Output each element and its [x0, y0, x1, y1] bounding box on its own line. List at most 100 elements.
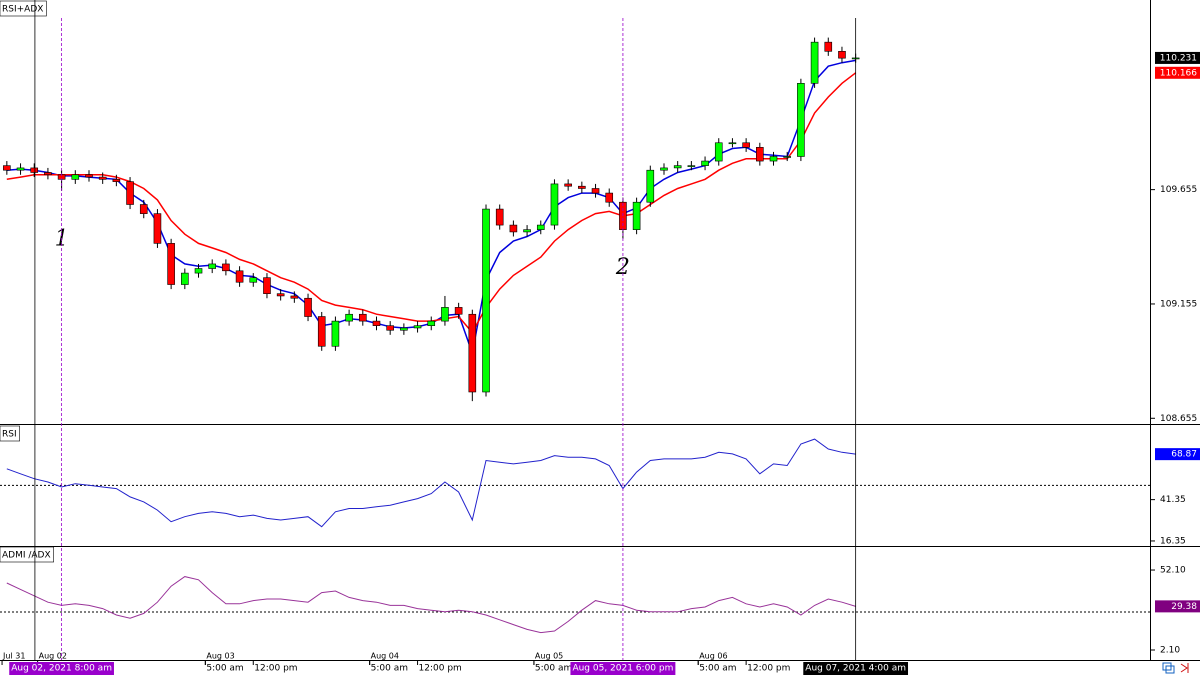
candle-body [769, 156, 778, 162]
candle-body [810, 41, 819, 84]
candle-body [167, 243, 175, 285]
x-tick-label: 5:00 am [206, 664, 243, 674]
candle-body [523, 229, 531, 233]
y-tick-label: 16.35 [1160, 536, 1186, 546]
candle-body [660, 167, 668, 171]
candle-body [797, 83, 805, 157]
candle-body [345, 313, 353, 322]
candle-body [441, 307, 449, 322]
candle-body [783, 156, 792, 158]
candle-body [3, 165, 11, 171]
candle-body [222, 263, 230, 272]
time-marker-box [570, 662, 676, 675]
time-marker-label: Aug 02, 2021 8:00 am [11, 664, 112, 674]
candle-body [454, 307, 463, 315]
time-marker-box [803, 662, 909, 675]
candle-body [482, 208, 490, 393]
x-tick-label: 12:00 pm [254, 664, 297, 674]
candle-body [687, 165, 696, 167]
candle-body [372, 320, 381, 326]
candle-body [742, 142, 750, 148]
candle-body [578, 185, 586, 189]
panel-title: RSI [2, 430, 17, 440]
candle-body [605, 192, 614, 203]
price-tag [1155, 600, 1200, 613]
price-tag [1155, 448, 1200, 461]
y-tick-label: 109.655 [1160, 185, 1197, 195]
candle-body [536, 224, 545, 230]
y-tick-label: 108.655 [1160, 414, 1197, 424]
candle-body [673, 165, 682, 169]
price-tag [1155, 66, 1200, 79]
panel-title: ADMI /ADX [2, 551, 51, 561]
annotation: 2 [615, 255, 630, 280]
candle-body [290, 295, 299, 299]
price-tag-label: 110.231 [1160, 53, 1197, 63]
x-tick-label: Aug 02 [39, 652, 67, 661]
candle-body [44, 172, 52, 176]
candle-body [304, 297, 312, 317]
candle-body [413, 325, 422, 329]
candle-body [208, 263, 217, 269]
candle-body [400, 327, 408, 331]
candle-body [468, 313, 477, 393]
panel-title-box [0, 546, 54, 563]
x-tick-label: Aug 06 [699, 652, 727, 661]
candle-body [85, 174, 93, 178]
candle-body [701, 160, 709, 166]
candle-body [427, 320, 436, 326]
candle-body [714, 142, 723, 162]
candle-body [591, 188, 600, 194]
candle-body [495, 208, 504, 226]
candle-body [756, 147, 764, 162]
price-tag-label: 68.87 [1171, 450, 1197, 460]
candle-body [98, 176, 107, 180]
candle-body [358, 313, 367, 322]
candle-body [838, 51, 846, 59]
x-tick-label: Aug 03 [206, 652, 234, 661]
candle-body [550, 183, 559, 226]
icon[interactable] [1165, 665, 1175, 674]
candle-body [71, 174, 80, 180]
candle-body [646, 169, 655, 203]
candle-body [139, 204, 148, 214]
candle-body [386, 325, 394, 331]
panel-title-box [0, 425, 20, 442]
candle-body [249, 277, 258, 283]
indicator-line [6, 438, 856, 528]
candle-body [331, 320, 340, 347]
y-tick-label: 52.10 [1160, 566, 1186, 576]
candle-body [824, 41, 833, 52]
candle-body [194, 268, 203, 274]
candle-body [263, 277, 271, 294]
candle-body [30, 167, 39, 173]
candle-body [126, 181, 134, 205]
y-tick-label: 41.35 [1160, 495, 1186, 505]
price-tag-label: 110.166 [1160, 68, 1197, 78]
x-tick-label: Jul 31 [2, 652, 25, 661]
time-marker-label: Aug 05, 2021 6:00 pm [572, 664, 673, 674]
candle-body [317, 316, 326, 347]
candle-body [235, 270, 244, 283]
y-tick-label: 2.10 [1160, 646, 1180, 656]
price-tag [1155, 51, 1200, 64]
time-marker-label: Aug 07, 2021 4:00 am [805, 664, 906, 674]
candle-body [276, 293, 285, 297]
toolbar-icons[interactable] [1162, 662, 1189, 674]
indicator-line [6, 576, 856, 634]
candle-body [16, 167, 25, 171]
candle-body [564, 183, 572, 187]
candle-body [181, 272, 189, 285]
time-marker-box [9, 662, 114, 675]
candle-body [632, 201, 641, 230]
x-tick-label: 12:00 pm [419, 664, 462, 674]
icon[interactable] [1180, 663, 1189, 673]
y-tick-label: 109.155 [1160, 299, 1197, 309]
x-tick-label: 5:00 am [371, 664, 408, 674]
candle-body [728, 142, 737, 145]
x-tick-label: 12:00 pm [747, 664, 790, 674]
x-tick-label: 5:00 am [535, 664, 572, 674]
